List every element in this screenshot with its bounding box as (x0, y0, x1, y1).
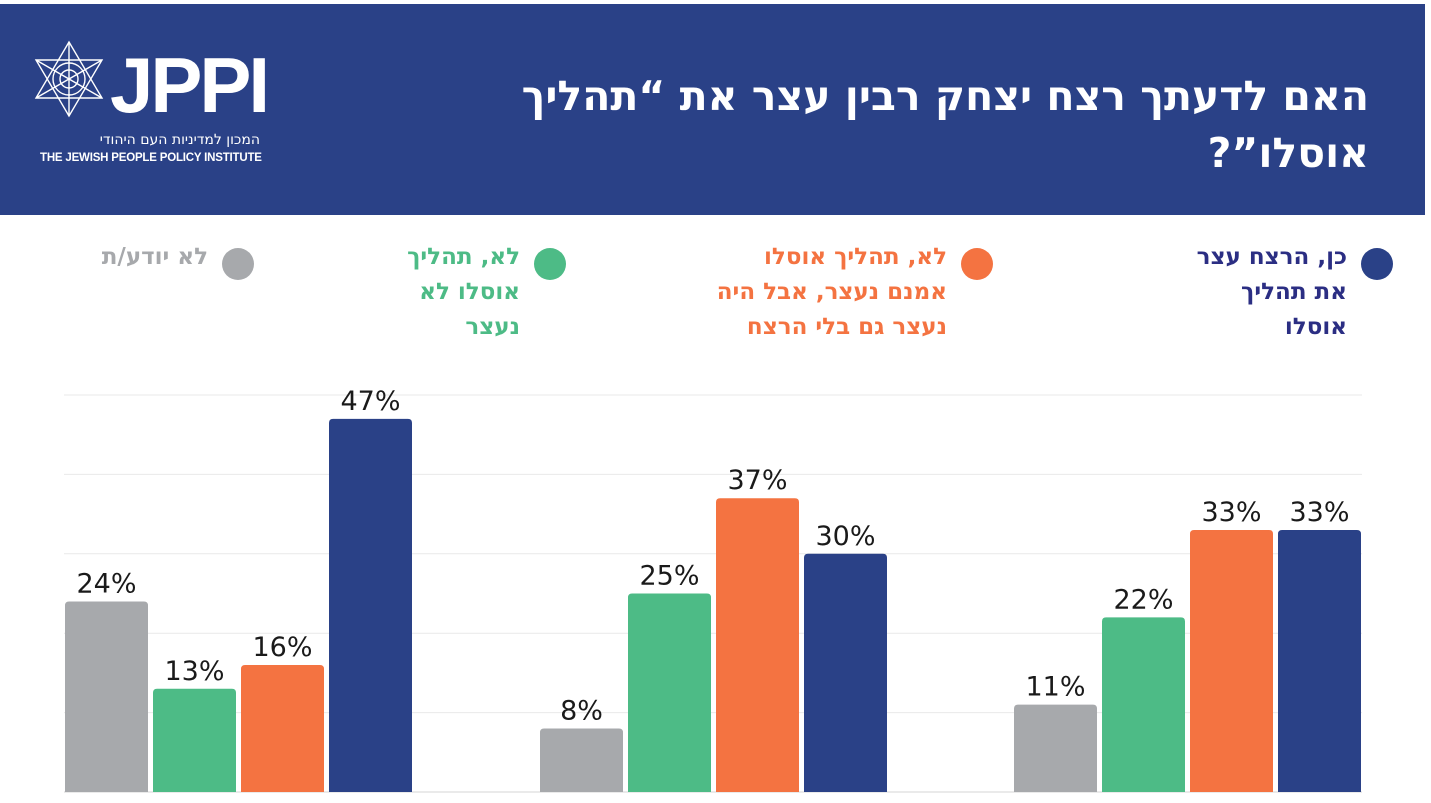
bar-value-label: 24% (76, 568, 136, 599)
bar-value-label: 30% (815, 521, 875, 552)
legend-dot (534, 248, 566, 280)
bar-value-label: 25% (639, 561, 699, 592)
bar (1102, 617, 1185, 792)
bar-value-label: 22% (1113, 584, 1173, 615)
header-banner: JPPI המכון למדיניות העם היהודי THE JEWIS… (0, 4, 1425, 215)
bar (153, 688, 236, 792)
bar (241, 664, 324, 792)
legend-item-not-stopped: לא, תהליך אוסלו לא נעצר (300, 240, 566, 345)
legend-dot (1361, 248, 1393, 280)
bar-value-label: 33% (1289, 497, 1349, 528)
legend-label: כן, הרצח עצר את תהליך אוסלו (1196, 244, 1347, 340)
bar-value-label: 37% (727, 465, 787, 496)
bar (1014, 704, 1097, 792)
star-of-david-icon (34, 40, 104, 118)
bar-value-label: 8% (560, 695, 603, 726)
legend-label: לא, תהליך אוסלו לא נעצר (407, 244, 520, 340)
bar (716, 498, 799, 792)
legend-label: לא יודע/ת (101, 244, 208, 270)
bar-value-label: 13% (164, 656, 224, 687)
legend-item-yes: כן, הרצח עצר את תהליך אוסלו (1047, 240, 1393, 345)
legend-item-stopped-anyway: לא, תהליך אוסלו אמנם נעצר, אבל היה נעצר … (627, 240, 993, 345)
bar (1190, 529, 1273, 792)
bar (65, 601, 148, 792)
legend-dot (961, 248, 993, 280)
bar (540, 728, 623, 792)
bar (628, 593, 711, 792)
chart-title: האם לדעתך רצח יצחק רבין עצר את “תהליך או… (521, 72, 1369, 177)
logo-brand: JPPI (110, 41, 270, 129)
bar-value-label: 33% (1201, 497, 1261, 528)
bar-value-label: 11% (1025, 672, 1085, 703)
legend-item-dont-know: לא יודע/ת (48, 240, 254, 280)
bar-value-label: 16% (252, 632, 312, 663)
legend-dot (222, 248, 254, 280)
bar (804, 553, 887, 792)
bar (329, 418, 412, 792)
logo-subtitle-hebrew: המכון למדיניות העם היהודי (99, 132, 260, 148)
jppi-logo: JPPI המכון למדיניות העם היהודי THE JEWIS… (32, 40, 272, 170)
legend-label: לא, תהליך אוסלו אמנם נעצר, אבל היה נעצר … (716, 244, 947, 340)
bar-value-label: 47% (340, 386, 400, 417)
bar (1278, 529, 1361, 792)
logo-subtitle-english: THE JEWISH PEOPLE POLICY INSTITUTE (40, 152, 262, 164)
